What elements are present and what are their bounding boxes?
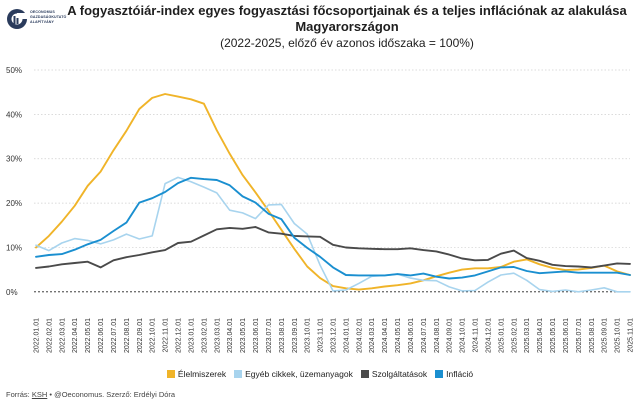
series-line-szolgáltatások xyxy=(35,226,631,269)
x-tick-label: 2022.09.01 xyxy=(137,318,144,353)
x-tick-label: 2025.08.01 xyxy=(589,318,596,353)
x-tick-label: 2023.10.01 xyxy=(305,318,312,353)
x-tick-label: 2024.07.01 xyxy=(421,318,428,353)
x-tick-label: 2022.02.01 xyxy=(46,318,53,353)
legend-swatch xyxy=(435,369,444,378)
legend-label: Szolgáltatások xyxy=(371,368,428,379)
x-tick-label: 2024.03.01 xyxy=(369,318,376,353)
x-tick-label: 2024.12.01 xyxy=(485,318,492,353)
x-tick-label: 2025.10.01 xyxy=(615,318,622,353)
legend-swatch xyxy=(166,369,175,378)
x-tick-label: 2023.03.01 xyxy=(214,318,221,353)
x-tick-label: 2024.04.01 xyxy=(382,318,389,353)
x-tick-label: 2024.09.01 xyxy=(447,318,454,353)
series-line-egyéb-cikkek-üzemanyagok xyxy=(35,176,631,293)
logo-text-line-3: ALAPÍTVÁNY xyxy=(30,20,54,24)
x-tick-label: 2022.10.01 xyxy=(150,318,157,353)
x-tick-label: 2025.09.01 xyxy=(602,318,609,353)
y-tick-label: 30% xyxy=(6,155,22,164)
legend-item: Egyéb cikkek, üzemanyagok xyxy=(234,369,353,379)
y-tick-label: 10% xyxy=(6,243,22,252)
logo-text-line-1: OECONOMUS xyxy=(30,10,55,14)
legend-label: Infláció xyxy=(446,368,474,379)
x-tick-label: 2024.11.01 xyxy=(473,318,480,353)
logo-text-line-2: GAZDASÁGKUTATÓ xyxy=(30,15,67,19)
legend-item: Élelmiszerek xyxy=(166,368,227,379)
y-tick-label: 20% xyxy=(6,199,22,208)
x-tick-label: 2023.12.01 xyxy=(331,318,338,353)
x-tick-label: 2023.06.01 xyxy=(253,318,260,353)
legend-label: Egyéb cikkek, üzemanyagok xyxy=(245,368,353,379)
x-tick-label: 2025.01.01 xyxy=(498,318,505,353)
legend-label: Élelmiszerek xyxy=(177,368,227,379)
x-tick-label: 2024.02.01 xyxy=(356,318,363,353)
x-tick-label: 2023.11.01 xyxy=(318,318,325,353)
x-tick-label: 2022.06.01 xyxy=(98,318,105,353)
chart-subtitle: (2022-2025, előző év azonos időszaka = 1… xyxy=(220,36,474,50)
x-tick-label: 2024.08.01 xyxy=(434,318,441,353)
x-tick-label: 2022.05.01 xyxy=(85,318,92,353)
x-tick-label: 2023.07.01 xyxy=(266,318,273,353)
x-tick-label: 2024.06.01 xyxy=(408,318,415,353)
source-prefix: Forrás: xyxy=(6,390,30,399)
x-tick-label: 2022.01.01 xyxy=(34,318,41,353)
legend-swatch xyxy=(360,369,369,378)
x-tick-label: 2022.07.01 xyxy=(111,318,118,353)
x-tick-label: 2023.05.01 xyxy=(240,318,247,353)
x-tick-label: 2025.06.01 xyxy=(563,318,570,353)
title-line-1: A fogyasztóiár-index egyes fogyasztási f… xyxy=(67,3,627,18)
x-tick-label: 2025.05.01 xyxy=(550,318,557,353)
x-tick-label: 2022.11.01 xyxy=(163,318,170,353)
x-tick-label: 2022.03.01 xyxy=(59,318,66,353)
series-line-élelmiszerek xyxy=(35,93,631,291)
source-author: • @Oeconomus. Szerző: Erdélyi Dóra xyxy=(49,390,176,399)
x-tick-label: 2025.07.01 xyxy=(576,318,583,353)
x-tick-label: 2023.01.01 xyxy=(188,318,195,353)
oeconomus-logo: OECONOMUS GAZDASÁGKUTATÓ ALAPÍTVÁNY xyxy=(6,6,66,36)
x-tick-label: 2024.05.01 xyxy=(395,318,402,353)
x-tick-label: 2023.08.01 xyxy=(279,318,286,353)
x-tick-label: 2024.01.01 xyxy=(343,318,350,353)
chart-title: A fogyasztóiár-index egyes fogyasztási f… xyxy=(60,3,634,51)
y-tick-label: 50% xyxy=(6,66,22,75)
x-tick-label: 2022.08.01 xyxy=(124,318,131,353)
x-tick-label: 2023.09.01 xyxy=(292,318,299,353)
source-note: Forrás: KSH • @Oeconomus. Szerző: Erdély… xyxy=(6,390,175,399)
logo-emblem-icon xyxy=(6,8,28,30)
x-tick-label: 2023.02.01 xyxy=(201,318,208,353)
x-tick-label: 2025.04.01 xyxy=(537,318,544,353)
legend-item: Infláció xyxy=(435,369,473,379)
x-tick-label: 2022.12.01 xyxy=(176,318,183,353)
series-line-infláció xyxy=(35,176,631,280)
x-tick-label: 2022.04.01 xyxy=(72,318,79,353)
x-tick-label: 2023.04.01 xyxy=(227,318,234,353)
legend: Élelmiszerek Egyéb cikkek, üzemanyagok Szo… xyxy=(0,368,640,379)
legend-item: Szolgáltatások xyxy=(360,368,428,379)
x-tick-label: 2025.03.01 xyxy=(524,318,531,353)
legend-swatch xyxy=(234,369,243,378)
title-line-2: Magyarországon xyxy=(295,19,399,34)
y-tick-label: 40% xyxy=(6,110,22,119)
source-link-ksh[interactable]: KSH xyxy=(31,390,48,399)
x-tick-label: 2025.11.01 xyxy=(628,318,635,353)
x-tick-label: 2024.10.01 xyxy=(460,318,467,353)
y-tick-label: 0% xyxy=(6,288,18,297)
x-tick-label: 2025.02.01 xyxy=(511,318,518,353)
